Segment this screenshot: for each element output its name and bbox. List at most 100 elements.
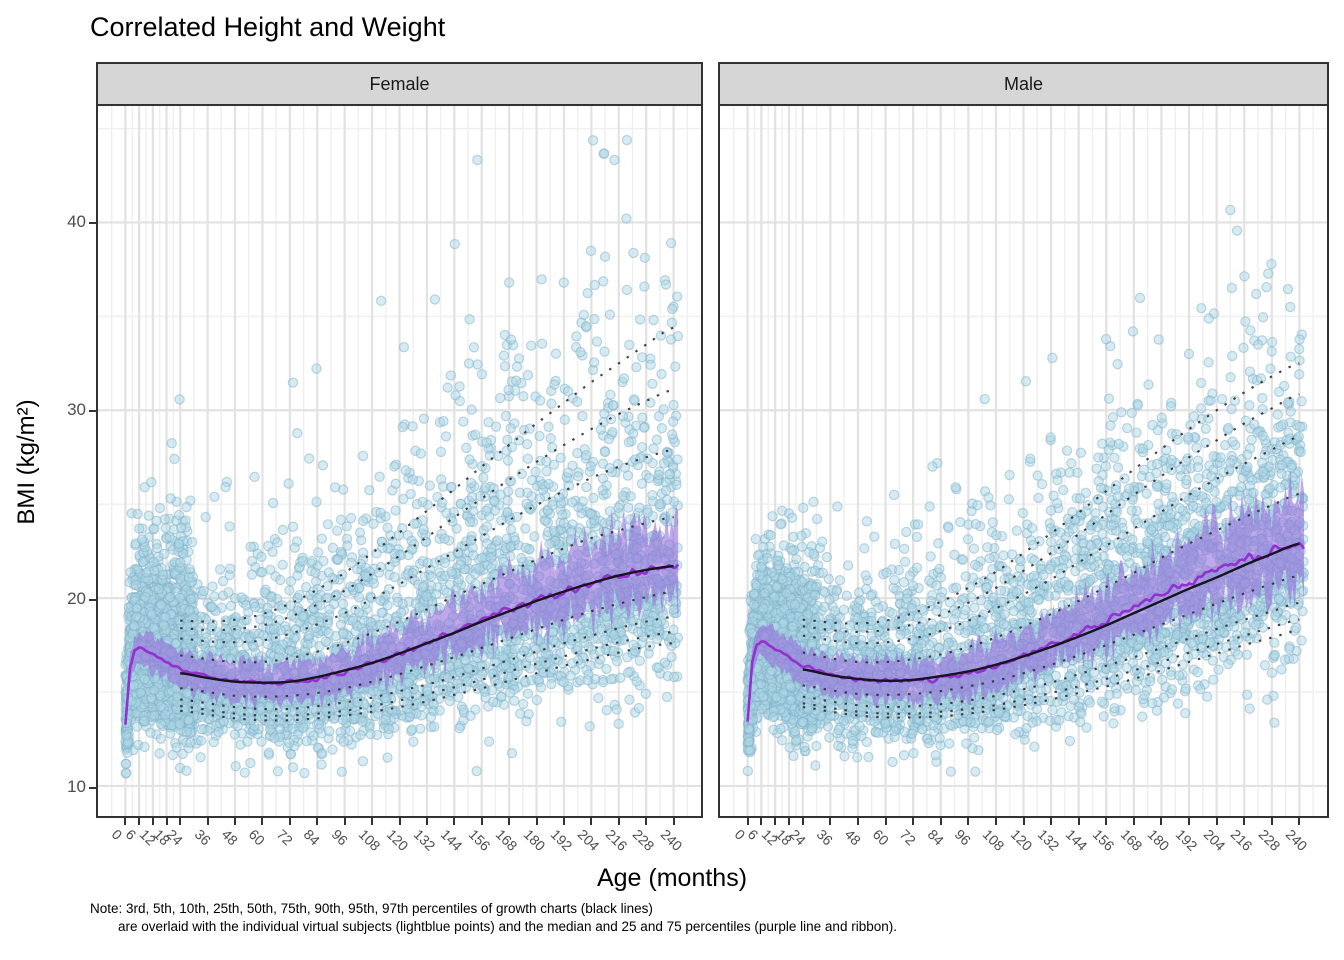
x-tick-label: 24 — [786, 826, 809, 849]
x-tick-label: 204 — [1200, 826, 1229, 854]
y-tick-label: 20 — [67, 588, 86, 608]
x-tick-mark — [165, 818, 168, 825]
plot-panel-male — [718, 106, 1329, 818]
x-tick-label: 96 — [951, 826, 975, 849]
x-tick-label: 60 — [246, 826, 269, 849]
x-tick-label: 6 — [745, 826, 762, 843]
x-tick-mark — [343, 818, 346, 825]
x-tick-label: 96 — [328, 826, 351, 849]
x-tick-mark — [179, 818, 182, 825]
x-tick-label: 48 — [218, 826, 242, 849]
scatter-plot-canvas-female — [98, 106, 701, 816]
x-tick-mark — [1215, 818, 1218, 825]
x-tick-mark — [206, 818, 209, 825]
x-tick-label: 48 — [841, 826, 864, 849]
x-tick-mark — [994, 818, 997, 825]
x-tick-label: 228 — [629, 826, 658, 854]
x-tick-mark — [480, 818, 483, 825]
x-tick-label: 108 — [979, 826, 1008, 854]
x-tick-mark — [1105, 818, 1108, 825]
x-tick-label: 156 — [1089, 826, 1118, 854]
x-tick-mark — [912, 818, 915, 825]
x-tick-label: 120 — [383, 826, 412, 854]
x-tick-mark — [1188, 818, 1191, 825]
x-tick-mark — [801, 818, 804, 825]
x-tick-mark — [1160, 818, 1163, 825]
x-tick-label: 132 — [410, 826, 439, 854]
facet-strip-label: Male — [1003, 73, 1043, 94]
x-tick-mark — [856, 818, 859, 825]
x-tick-label: 156 — [465, 826, 494, 854]
x-tick-mark — [234, 818, 237, 825]
x-tick-label: 108 — [355, 826, 384, 854]
x-tick-label: 144 — [1062, 826, 1091, 854]
x-tick-mark — [562, 818, 565, 825]
x-tick-mark — [1050, 818, 1053, 825]
x-tick-label: 132 — [1034, 826, 1063, 854]
x-tick-mark — [453, 818, 456, 825]
x-tick-mark — [787, 818, 790, 825]
x-tick-mark — [261, 818, 264, 825]
x-tick-mark — [617, 818, 620, 825]
x-tick-mark — [884, 818, 887, 825]
x-tick-mark — [1022, 818, 1025, 825]
x-tick-label: 168 — [492, 826, 521, 854]
x-tick-label: 72 — [273, 826, 296, 849]
x-tick-mark — [774, 818, 777, 825]
x-tick-mark — [672, 818, 675, 825]
x-tick-label: 180 — [1145, 826, 1173, 854]
x-tick-label: 192 — [1172, 826, 1201, 854]
y-tick-label: 30 — [67, 400, 86, 420]
x-tick-mark — [288, 818, 291, 825]
x-tick-label: 0 — [731, 826, 749, 843]
x-tick-mark — [425, 818, 428, 825]
x-tick-mark — [508, 818, 511, 825]
x-tick-mark — [939, 818, 942, 825]
x-tick-label: 120 — [1007, 826, 1036, 854]
x-tick-mark — [316, 818, 319, 825]
x-tick-mark — [829, 818, 832, 825]
x-tick-mark — [645, 818, 648, 825]
x-tick-label: 168 — [1117, 826, 1146, 854]
x-tick-label: 36 — [191, 826, 214, 849]
plot-panel-female — [96, 106, 703, 818]
x-tick-mark — [590, 818, 593, 825]
facet-strip-female: Female — [96, 62, 703, 106]
x-tick-label: 36 — [814, 826, 837, 849]
y-tick-mark — [89, 786, 96, 789]
x-tick-mark — [967, 818, 970, 825]
y-tick-label: 40 — [67, 211, 86, 231]
x-tick-label: 60 — [869, 826, 892, 849]
x-tick-label: 240 — [657, 826, 686, 854]
x-tick-label: 228 — [1255, 826, 1284, 854]
x-tick-label: 0 — [109, 826, 126, 843]
x-tick-label: 192 — [547, 826, 576, 854]
x-tick-label: 180 — [520, 826, 549, 854]
x-tick-mark — [138, 818, 141, 825]
x-tick-mark — [535, 818, 538, 825]
x-tick-label: 24 — [163, 826, 187, 849]
x-tick-label: 84 — [924, 826, 947, 849]
x-tick-label: 84 — [300, 826, 324, 849]
x-tick-mark — [1077, 818, 1080, 825]
x-tick-mark — [1270, 818, 1273, 825]
y-tick-label: 10 — [67, 776, 86, 796]
x-tick-mark — [746, 818, 749, 825]
y-tick-mark — [89, 410, 96, 413]
x-tick-mark — [398, 818, 401, 825]
x-tick-label: 6 — [122, 826, 140, 843]
y-tick-mark — [89, 221, 96, 224]
x-tick-mark — [760, 818, 763, 825]
x-tick-mark — [124, 818, 127, 825]
footnote-line-2: are overlaid with the individual virtual… — [118, 919, 897, 934]
x-tick-label: 72 — [896, 826, 920, 849]
x-tick-mark — [1243, 818, 1246, 825]
x-tick-mark — [1132, 818, 1135, 825]
x-tick-label: 216 — [602, 826, 631, 854]
x-tick-mark — [371, 818, 374, 825]
x-tick-label: 216 — [1227, 826, 1256, 854]
y-tick-mark — [89, 598, 96, 601]
scatter-plot-canvas-male — [720, 106, 1327, 816]
x-axis-title: Age (months) — [596, 864, 748, 892]
